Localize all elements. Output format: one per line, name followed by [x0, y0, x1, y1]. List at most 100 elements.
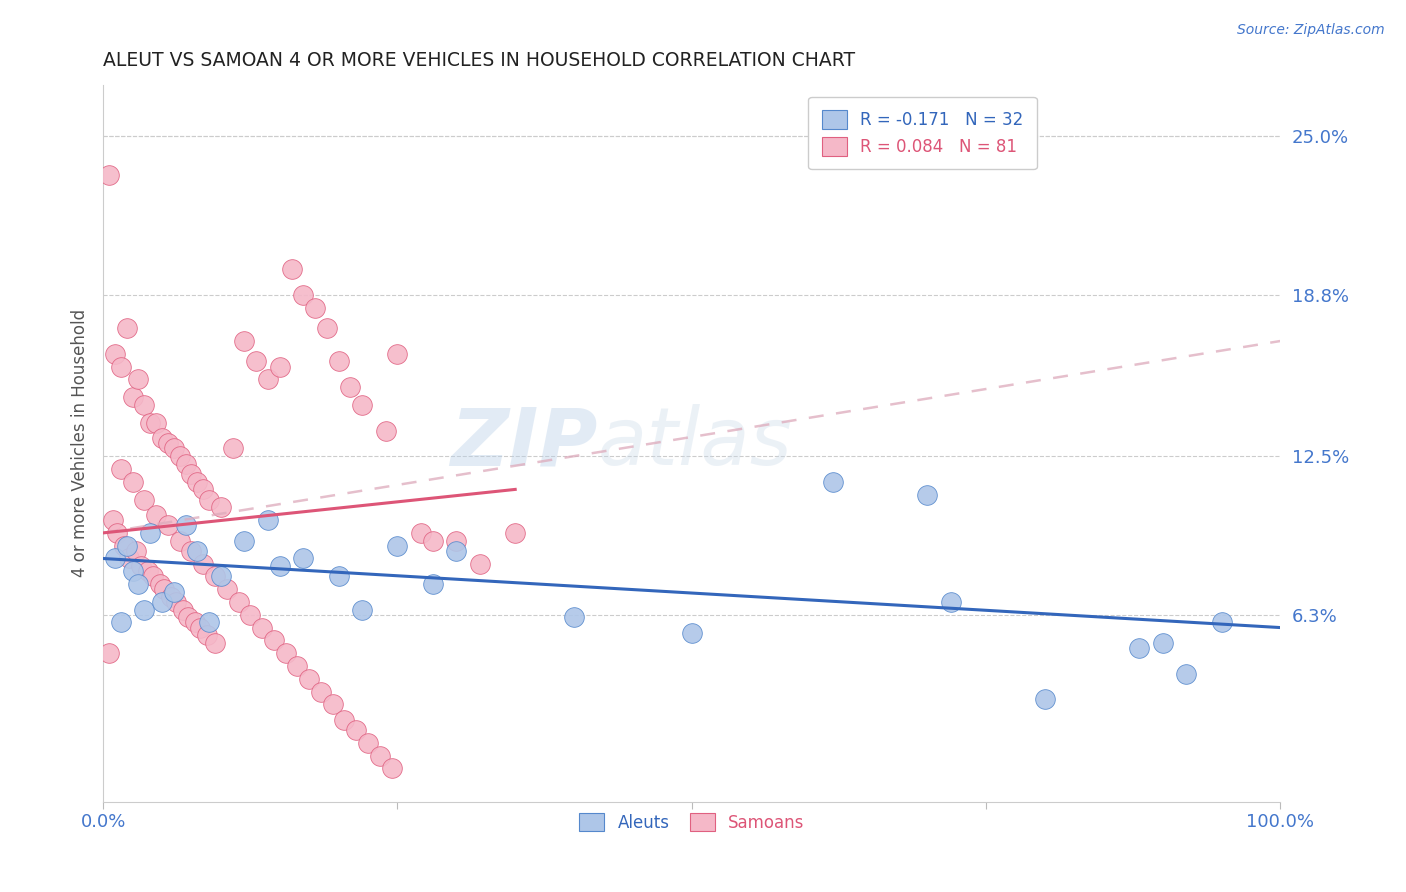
Point — [339, 380, 361, 394]
Legend: Aleuts, Samoans: Aleuts, Samoans — [568, 801, 815, 844]
Point — [446, 544, 468, 558]
Point — [298, 672, 321, 686]
Point — [180, 544, 202, 558]
Point — [150, 431, 173, 445]
Point — [292, 551, 315, 566]
Point — [150, 595, 173, 609]
Point — [823, 475, 845, 489]
Point — [280, 262, 302, 277]
Point — [193, 557, 215, 571]
Point — [145, 416, 167, 430]
Point — [110, 359, 132, 374]
Point — [422, 533, 444, 548]
Point — [263, 633, 285, 648]
Point — [169, 449, 191, 463]
Point — [322, 698, 344, 712]
Point — [209, 569, 232, 583]
Point — [149, 577, 172, 591]
Point — [180, 467, 202, 481]
Point — [344, 723, 367, 737]
Point — [287, 659, 309, 673]
Text: ZIP: ZIP — [450, 404, 598, 483]
Point — [917, 487, 939, 501]
Point — [409, 525, 432, 540]
Point — [172, 602, 194, 616]
Point — [257, 513, 280, 527]
Point — [198, 615, 221, 630]
Point — [174, 518, 197, 533]
Point — [156, 436, 179, 450]
Point — [129, 559, 152, 574]
Point — [292, 288, 315, 302]
Point — [127, 577, 149, 591]
Point — [304, 301, 326, 315]
Point — [101, 513, 124, 527]
Point — [215, 582, 238, 597]
Point — [269, 359, 291, 374]
Point — [115, 539, 138, 553]
Point — [177, 610, 200, 624]
Point — [188, 621, 211, 635]
Point — [1211, 615, 1233, 630]
Point — [233, 533, 256, 548]
Point — [328, 569, 350, 583]
Point — [174, 457, 197, 471]
Text: ALEUT VS SAMOAN 4 OR MORE VEHICLES IN HOUSEHOLD CORRELATION CHART: ALEUT VS SAMOAN 4 OR MORE VEHICLES IN HO… — [103, 51, 855, 70]
Point — [381, 761, 404, 775]
Point — [169, 533, 191, 548]
Point — [195, 628, 218, 642]
Point — [118, 551, 141, 566]
Point — [145, 508, 167, 522]
Point — [121, 475, 143, 489]
Point — [110, 462, 132, 476]
Point — [193, 483, 215, 497]
Point — [357, 736, 380, 750]
Point — [139, 525, 162, 540]
Point — [115, 321, 138, 335]
Point — [142, 569, 165, 583]
Point — [239, 607, 262, 622]
Point — [681, 625, 703, 640]
Point — [1033, 692, 1056, 706]
Y-axis label: 4 or more Vehicles in Household: 4 or more Vehicles in Household — [72, 310, 89, 577]
Point — [228, 595, 250, 609]
Point — [184, 615, 207, 630]
Point — [204, 569, 226, 583]
Point — [160, 590, 183, 604]
Point — [309, 684, 332, 698]
Point — [98, 168, 121, 182]
Point — [245, 354, 267, 368]
Point — [98, 646, 121, 660]
Point — [333, 713, 356, 727]
Point — [163, 442, 186, 456]
Point — [387, 539, 409, 553]
Point — [269, 559, 291, 574]
Point — [233, 334, 256, 348]
Point — [105, 525, 128, 540]
Point — [250, 621, 273, 635]
Point — [209, 500, 232, 515]
Point — [352, 602, 374, 616]
Point — [186, 475, 208, 489]
Point — [562, 610, 585, 624]
Point — [165, 595, 187, 609]
Point — [134, 492, 156, 507]
Point — [274, 646, 297, 660]
Point — [156, 518, 179, 533]
Text: atlas: atlas — [598, 404, 793, 483]
Point — [121, 564, 143, 578]
Point — [125, 544, 148, 558]
Point — [134, 398, 156, 412]
Point — [127, 372, 149, 386]
Point — [1175, 666, 1198, 681]
Point — [136, 564, 159, 578]
Point — [186, 544, 208, 558]
Point — [121, 390, 143, 404]
Point — [315, 321, 337, 335]
Point — [1128, 641, 1150, 656]
Point — [374, 424, 396, 438]
Point — [422, 577, 444, 591]
Point — [387, 347, 409, 361]
Point — [104, 551, 127, 566]
Point — [352, 398, 374, 412]
